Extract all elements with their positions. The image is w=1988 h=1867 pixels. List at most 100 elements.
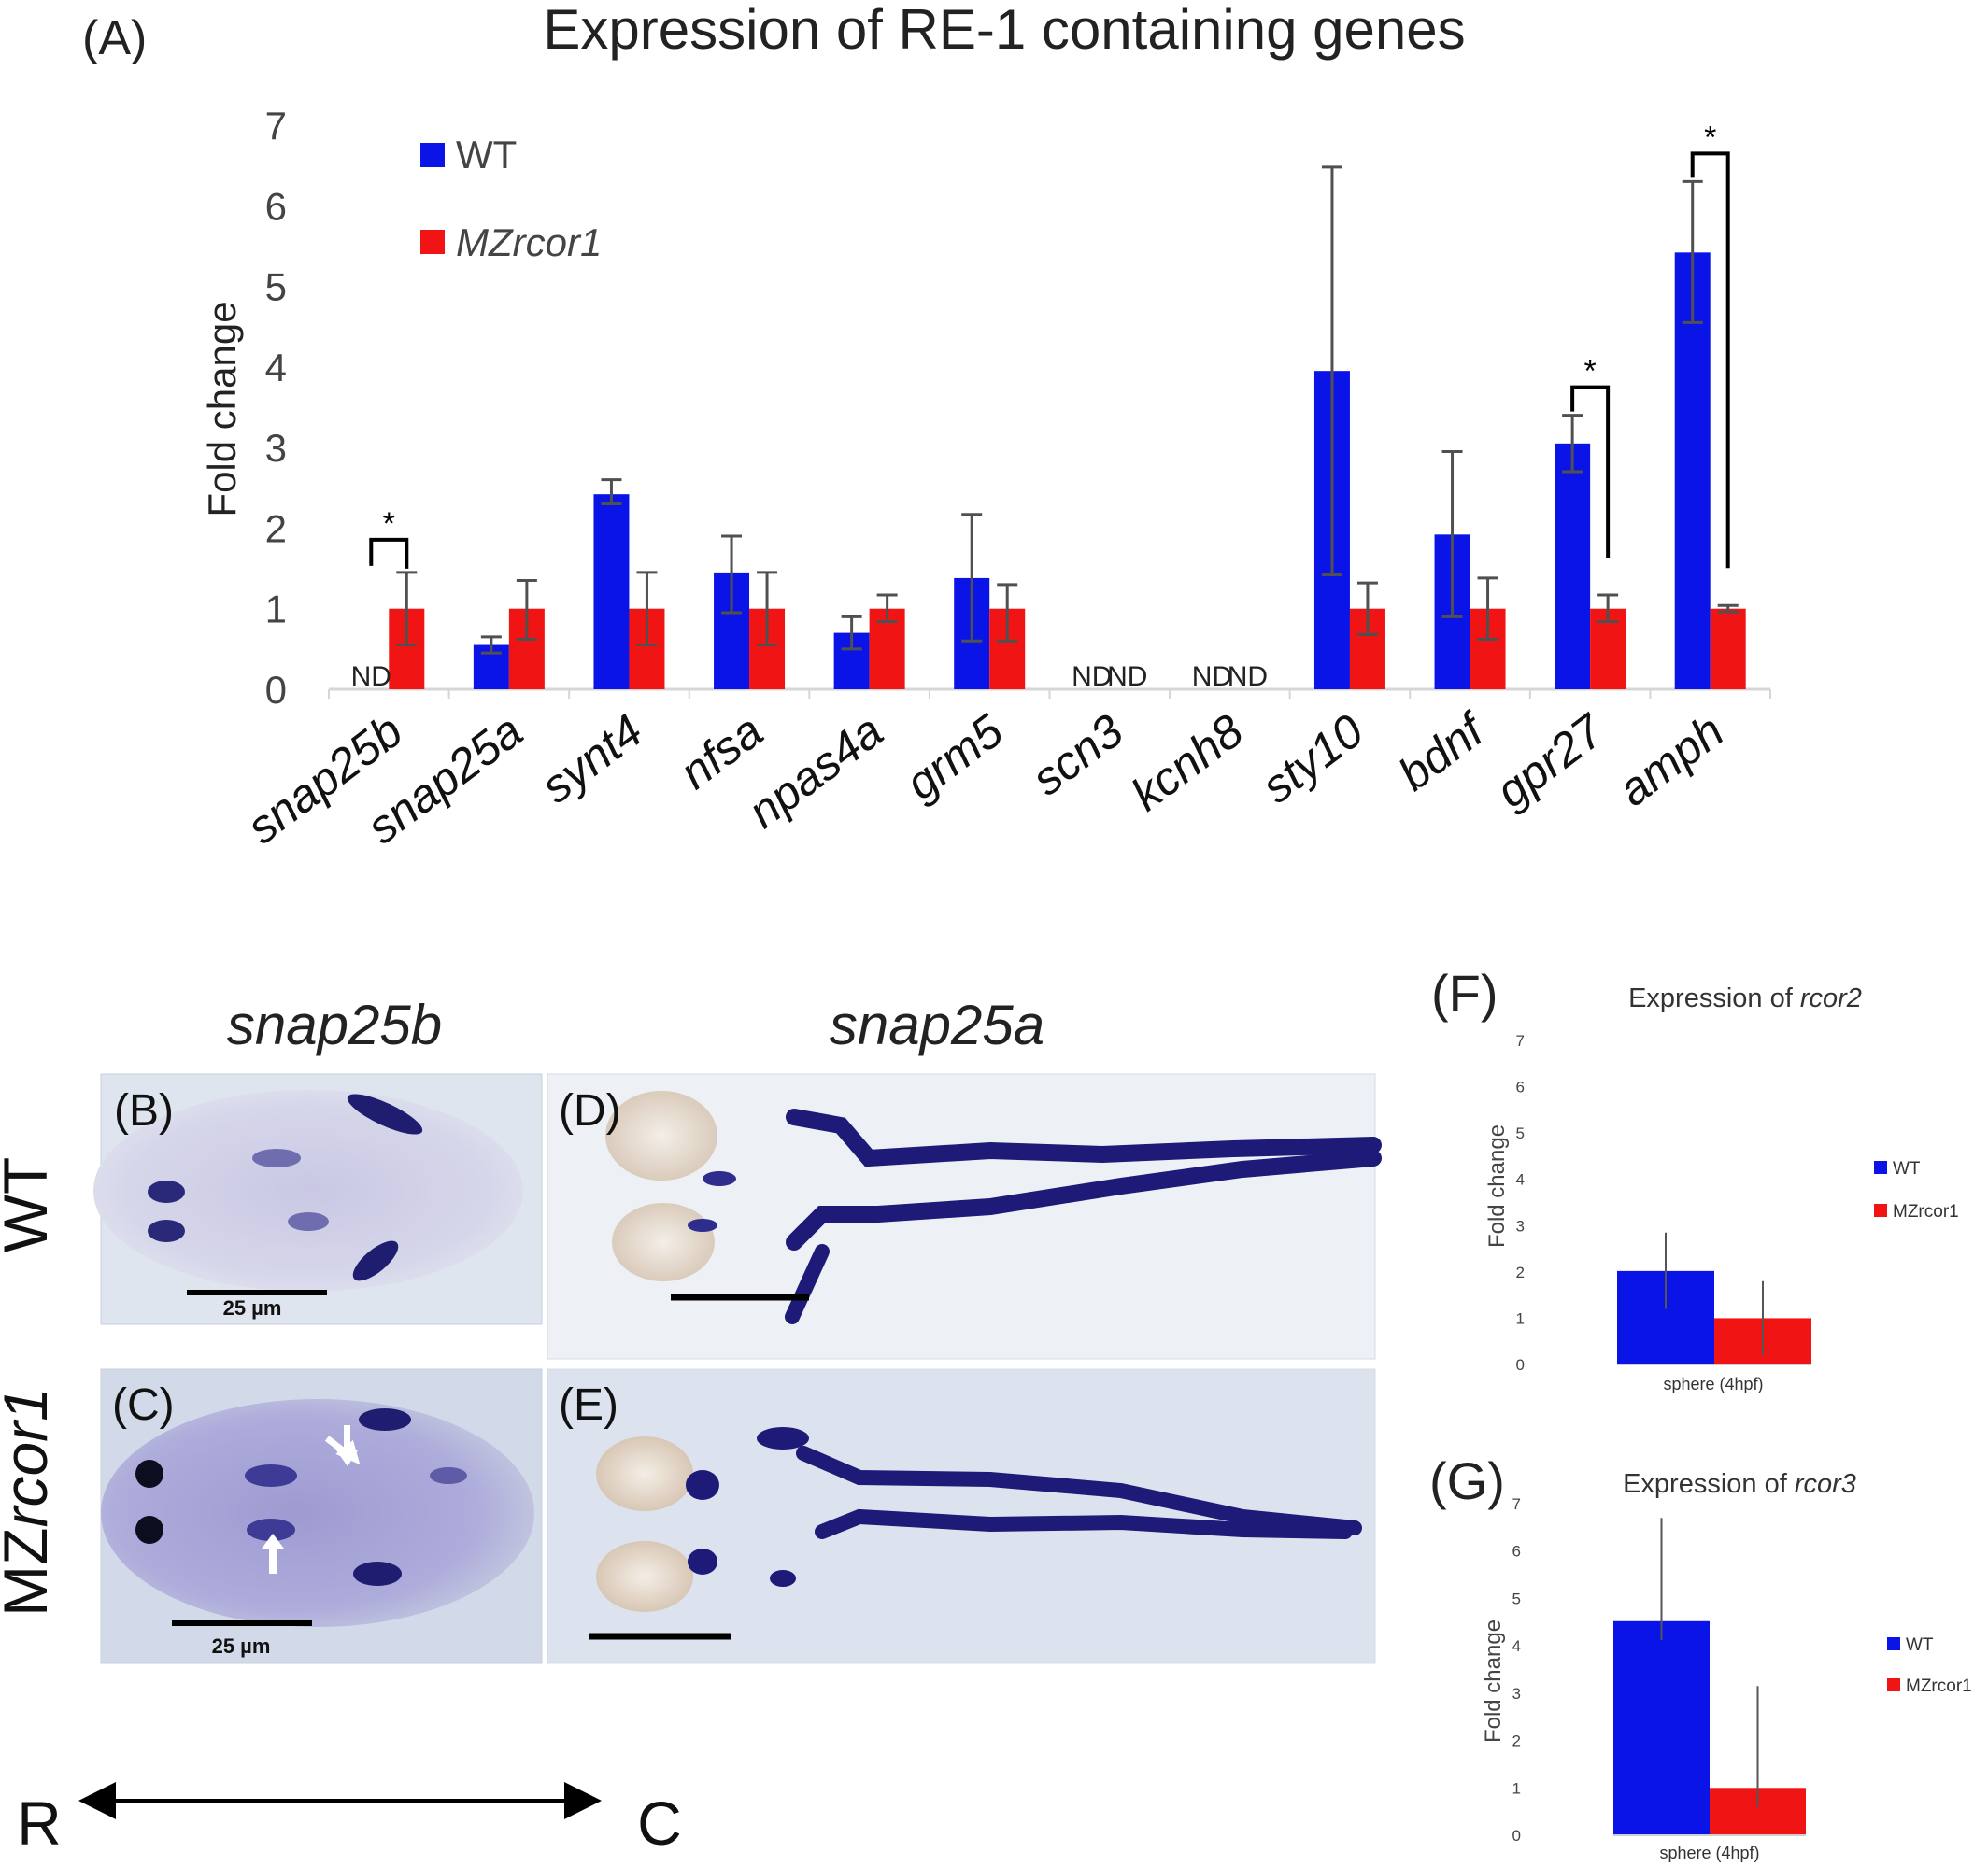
legend-swatch-wt <box>1887 1637 1900 1650</box>
legend-swatch-mzrcor1 <box>1887 1678 1900 1691</box>
panel-c-label: (C) <box>112 1380 175 1430</box>
axis-caudal-label: C <box>637 1789 682 1858</box>
panel-a-label: (A) <box>82 11 147 65</box>
nd-label: ND <box>351 661 391 692</box>
bar-wt <box>1613 1620 1710 1835</box>
y-tick-label: 4 <box>1512 1637 1521 1655</box>
chart-f-bars <box>1617 1232 1811 1365</box>
y-tick-label: 6 <box>265 184 287 228</box>
x-tick-label: scn3 <box>1022 704 1132 805</box>
y-tick-label: 3 <box>1516 1217 1525 1235</box>
chart-g-title: Expression of rcor3 <box>1623 1469 1856 1499</box>
nd-label: ND <box>1192 661 1232 692</box>
panel-f-label: (F) <box>1431 964 1498 1023</box>
column-title-snap25a: snap25a <box>830 994 1044 1056</box>
chart-f-title: Expression of rcor2 <box>1628 983 1862 1013</box>
y-tick-label: 6 <box>1512 1543 1521 1561</box>
y-tick-label: 2 <box>265 506 287 550</box>
significance-star: * <box>1704 120 1716 155</box>
y-tick-label: 7 <box>1512 1495 1521 1513</box>
y-tick-label: 7 <box>265 104 287 148</box>
nd-label: ND <box>1228 661 1268 692</box>
legend-swatch-wt <box>1874 1161 1887 1174</box>
panel-g: (G) Expression of rcor3 Fold change 0 1 2 3… <box>1429 1451 1972 1862</box>
significance-star: * <box>383 506 395 542</box>
white-arrow-icon <box>262 1534 284 1574</box>
y-tick-label: 3 <box>1512 1685 1521 1703</box>
chart-f-ylabel: Fold change <box>1484 1124 1510 1248</box>
chart-a-axis <box>328 687 1771 699</box>
y-tick-label: 2 <box>1512 1733 1521 1750</box>
row-label-mzrcor1: MZrcor1 <box>0 1387 60 1617</box>
scale-bar-c-text: 25 µm <box>212 1634 271 1658</box>
x-tick-label: sty10 <box>1252 704 1372 813</box>
significance-bracket <box>369 537 409 569</box>
panel-d-label: (D) <box>559 1086 621 1136</box>
chart-g-legend: WT MZrcor1 <box>1887 1635 1972 1696</box>
significance-bracket <box>1570 385 1611 559</box>
legend-label-mzrcor1: MZrcor1 <box>1893 1202 1959 1222</box>
bar-synt4-wt <box>593 494 630 689</box>
legend-swatch-mzrcor1 <box>1874 1204 1887 1217</box>
image-panel-d: (D) <box>547 1073 1382 1360</box>
y-tick-label: 5 <box>1516 1124 1525 1142</box>
y-tick-label: 0 <box>1516 1356 1525 1374</box>
scale-bar-b-text: 25 µm <box>223 1296 282 1320</box>
chart-a-ylabel: Fold change <box>200 301 244 516</box>
panel-e-label: (E) <box>559 1380 618 1430</box>
legend-label-wt: WT <box>456 133 517 177</box>
image-panels: snap25b snap25a WT MZrcor1 (B) 25 µm <box>0 994 1382 1858</box>
chart-g-yticks: 0 1 2 3 4 5 6 7 <box>1512 1495 1521 1845</box>
y-tick-label: 0 <box>1512 1827 1521 1845</box>
legend-label-wt: WT <box>1893 1159 1921 1179</box>
significance-star: * <box>1584 354 1597 389</box>
bar-amph-wt <box>1674 252 1711 689</box>
white-arrow-icon <box>324 1436 361 1465</box>
row-label-wt: WT <box>0 1157 60 1253</box>
image-panel-c: (C) 25 µm <box>100 1368 543 1664</box>
bar-amph-mzrcor1 <box>1710 608 1746 689</box>
chart-a-legend: WT MZrcor1 <box>420 133 602 264</box>
chart-f-yticks: 0 1 2 3 4 5 6 7 <box>1516 1032 1525 1374</box>
chart-f-category: sphere (4hpf) <box>1663 1375 1763 1393</box>
y-tick-label: 1 <box>265 587 287 631</box>
image-panel-b: (B) 25 µm <box>93 1073 543 1325</box>
column-title-snap25b: snap25b <box>227 994 442 1056</box>
chart-g-ylabel: Fold change <box>1481 1619 1506 1743</box>
y-tick-label: 5 <box>1512 1590 1521 1607</box>
x-tick-label: synt4 <box>532 704 652 813</box>
chart-g-bars <box>1613 1518 1806 1836</box>
x-tick-label: gpr27 <box>1486 703 1615 818</box>
y-tick-label: 0 <box>265 668 287 712</box>
rostral-caudal-axis: R C <box>17 1782 682 1858</box>
bar-gpr27-wt <box>1555 443 1591 689</box>
nd-label: ND <box>1072 661 1112 692</box>
x-tick-label: amph <box>1609 704 1734 816</box>
chart-a-yticks: 0 1 2 3 4 5 6 7 <box>265 104 287 712</box>
legend-label-wt: WT <box>1906 1635 1934 1655</box>
panel-f: (F) Expression of rcor2 Fold change 0 1 2 3… <box>1431 964 1959 1393</box>
y-tick-label: 3 <box>265 426 287 470</box>
chart-g-category: sphere (4hpf) <box>1659 1844 1759 1862</box>
image-panel-e: (E) <box>547 1368 1376 1664</box>
y-tick-label: 1 <box>1516 1309 1525 1327</box>
y-tick-label: 2 <box>1516 1264 1525 1281</box>
legend-label-mzrcor1: MZrcor1 <box>456 220 602 264</box>
y-tick-label: 4 <box>265 346 287 389</box>
legend-label-mzrcor1: MZrcor1 <box>1906 1676 1972 1696</box>
significance-bracket <box>1690 151 1730 569</box>
x-tick-label: npas4a <box>739 704 893 838</box>
panel-g-label: (G) <box>1429 1451 1505 1510</box>
chart-a-title: Expression of RE-1 containing genes <box>543 0 1465 61</box>
y-tick-label: 4 <box>1516 1171 1525 1189</box>
y-tick-label: 6 <box>1516 1079 1525 1096</box>
legend-swatch-mzrcor1 <box>420 230 445 254</box>
y-tick-label: 7 <box>1516 1032 1525 1050</box>
legend-swatch-wt <box>420 143 445 167</box>
x-tick-label: grm5 <box>896 704 1013 810</box>
x-tick-label: kcnh8 <box>1122 704 1253 821</box>
nd-label: ND <box>1107 661 1147 692</box>
